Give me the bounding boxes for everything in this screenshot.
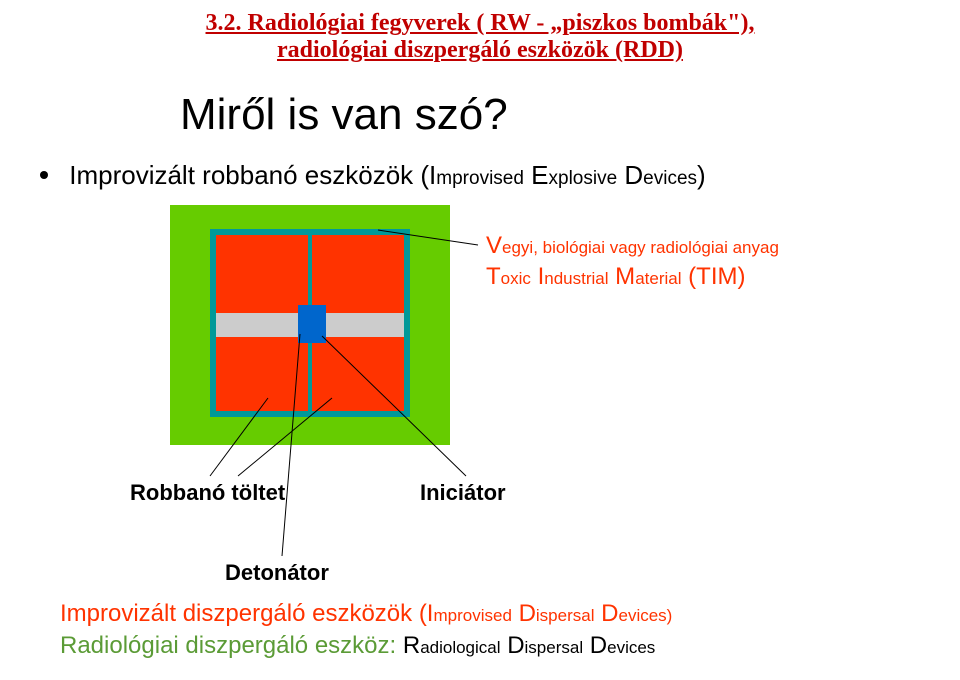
t: mprovised <box>433 606 511 625</box>
annot-line2: Toxic Industrial Material (TIM) <box>486 261 779 292</box>
t: ispersal <box>525 638 584 657</box>
t: ispersal <box>536 606 595 625</box>
t: mprovised <box>436 168 524 189</box>
t: D <box>583 632 607 659</box>
annotation-material: Vegyi, biológiai vagy radiológiai anyag … <box>486 230 779 292</box>
t: R <box>396 632 420 659</box>
t: egyi, biológiai vagy radiológiai anyag <box>502 238 779 257</box>
label-detonator: Detonátor <box>225 560 329 586</box>
t: evices) <box>619 606 673 625</box>
label-charge: Robbanó töltet <box>130 480 285 506</box>
t: Radiológiai diszpergáló eszköz: <box>60 632 396 659</box>
t: evices <box>643 168 697 189</box>
t: I <box>531 263 544 290</box>
t: xplosive <box>549 168 618 189</box>
diag-gray-left <box>216 313 308 337</box>
t: adiological <box>420 638 500 657</box>
t: oxic <box>501 269 531 288</box>
diag-blue <box>298 305 326 343</box>
bullet-dot-icon <box>40 171 48 179</box>
t: D <box>501 632 525 659</box>
device-diagram <box>170 205 450 445</box>
bullet-text: Improvizált robbanó eszközök (Improvised… <box>69 160 705 190</box>
footer-idd: Improvizált diszpergáló eszközök (Improv… <box>60 600 672 628</box>
t: Improvizált diszpergáló eszközök (I <box>60 600 433 627</box>
t: V <box>486 232 502 259</box>
bullet-ied: Improvizált robbanó eszközök (Improvised… <box>40 160 920 191</box>
t: ndustrial <box>544 269 608 288</box>
t: D <box>512 600 536 627</box>
t: ) <box>697 160 706 190</box>
heading: Miről is van szó? <box>180 90 508 140</box>
t: Improvizált robbanó eszközök (I <box>69 160 436 190</box>
label-initiator: Iniciátor <box>420 480 506 506</box>
title-line-2: radiológiai diszpergáló eszközök (RDD) <box>60 37 900 64</box>
footer-rdd: Radiológiai diszpergáló eszköz: Radiolog… <box>60 632 655 660</box>
t: M <box>609 263 636 290</box>
page: 3.2. Radiológiai fegyverek ( RW - „piszk… <box>0 0 960 680</box>
t: E <box>524 160 549 190</box>
t: (TIM) <box>682 263 746 290</box>
section-title: 3.2. Radiológiai fegyverek ( RW - „piszk… <box>60 10 900 64</box>
t: T <box>486 263 501 290</box>
t: D <box>617 160 643 190</box>
title-line-1: 3.2. Radiológiai fegyverek ( RW - „piszk… <box>60 10 900 37</box>
t: aterial <box>635 269 681 288</box>
t: D <box>595 600 619 627</box>
annot-line1: Vegyi, biológiai vagy radiológiai anyag <box>486 230 779 261</box>
t: evices <box>607 638 655 657</box>
